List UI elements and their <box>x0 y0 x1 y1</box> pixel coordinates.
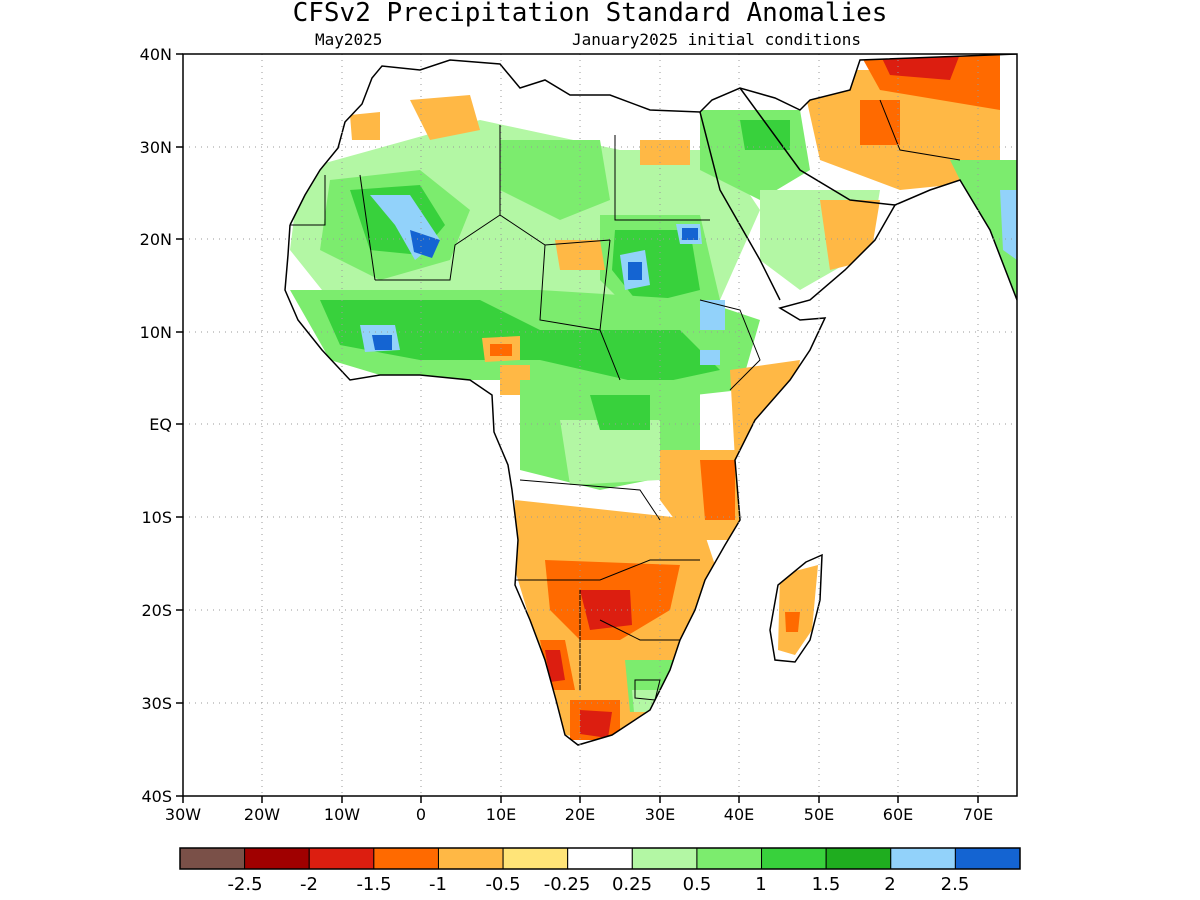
lat-label: 10N <box>140 323 172 342</box>
lon-label: 70E <box>963 805 993 824</box>
colorbar-swatch <box>567 847 633 870</box>
map-frame <box>182 53 1018 797</box>
colorbar-swatch <box>631 847 698 870</box>
lat-label: 20N <box>140 230 172 249</box>
colorbar-swatch <box>308 847 375 870</box>
lat-label: 10S <box>141 508 172 527</box>
colorbar-swatch <box>373 847 439 870</box>
colorbar-swatch <box>244 847 310 870</box>
colorbar-label: -1.5 <box>356 874 391 895</box>
gridlines <box>183 54 1017 796</box>
colorbar-label: 1.5 <box>812 874 841 895</box>
colorbar-swatch <box>954 847 1021 870</box>
initial-conditions-label: January2025 initial conditions <box>572 30 861 49</box>
colorbar-swatch <box>437 847 504 870</box>
colorbar-label: 1 <box>755 874 766 895</box>
coastlines <box>284 54 1017 746</box>
lon-label: 50E <box>804 805 834 824</box>
lat-label: EQ <box>149 415 172 434</box>
colorbar-label: -0.25 <box>544 874 591 895</box>
lon-label: 30W <box>165 805 201 824</box>
colorbar-label: 0.5 <box>683 874 712 895</box>
colorbar-label: -1 <box>429 874 447 895</box>
lat-label: 30S <box>141 694 172 713</box>
colorbar-label: 0.25 <box>612 874 652 895</box>
colorbar-label: -2 <box>300 874 318 895</box>
lon-label: 10W <box>324 805 360 824</box>
lon-label: 20W <box>244 805 280 824</box>
colorbar-swatch <box>179 847 246 870</box>
country-borders <box>290 99 961 701</box>
map-panel <box>183 54 1017 796</box>
lat-label: 20S <box>141 601 172 620</box>
colorbar-swatch <box>696 847 763 870</box>
lon-label: 20E <box>565 805 595 824</box>
lon-label: 10E <box>486 805 516 824</box>
colorbar: -2.5 -2 -1.5 -1 -0.5 -0.25 0.25 0.5 1 1.… <box>179 847 1021 895</box>
map-title: CFSv2 Precipitation Standard Anomalies <box>293 0 888 28</box>
lon-label: 40E <box>724 805 754 824</box>
lon-label: 60E <box>883 805 913 824</box>
colorbar-swatch <box>825 847 892 870</box>
lon-label: 0 <box>416 805 426 824</box>
colorbar-label: -0.5 <box>485 874 520 895</box>
lat-label: 30N <box>140 138 172 157</box>
colorbar-label: 2 <box>884 874 895 895</box>
colorbar-swatch <box>890 847 956 870</box>
colorbar-swatch <box>761 847 827 870</box>
valid-month-label: May2025 <box>315 30 382 49</box>
lon-label: 30E <box>645 805 675 824</box>
colorbar-swatch <box>502 847 569 870</box>
colorbar-label: -2.5 <box>227 874 262 895</box>
colorbar-label: 2.5 <box>941 874 970 895</box>
lat-label: 40S <box>141 787 172 806</box>
lat-label: 40N <box>140 45 172 64</box>
